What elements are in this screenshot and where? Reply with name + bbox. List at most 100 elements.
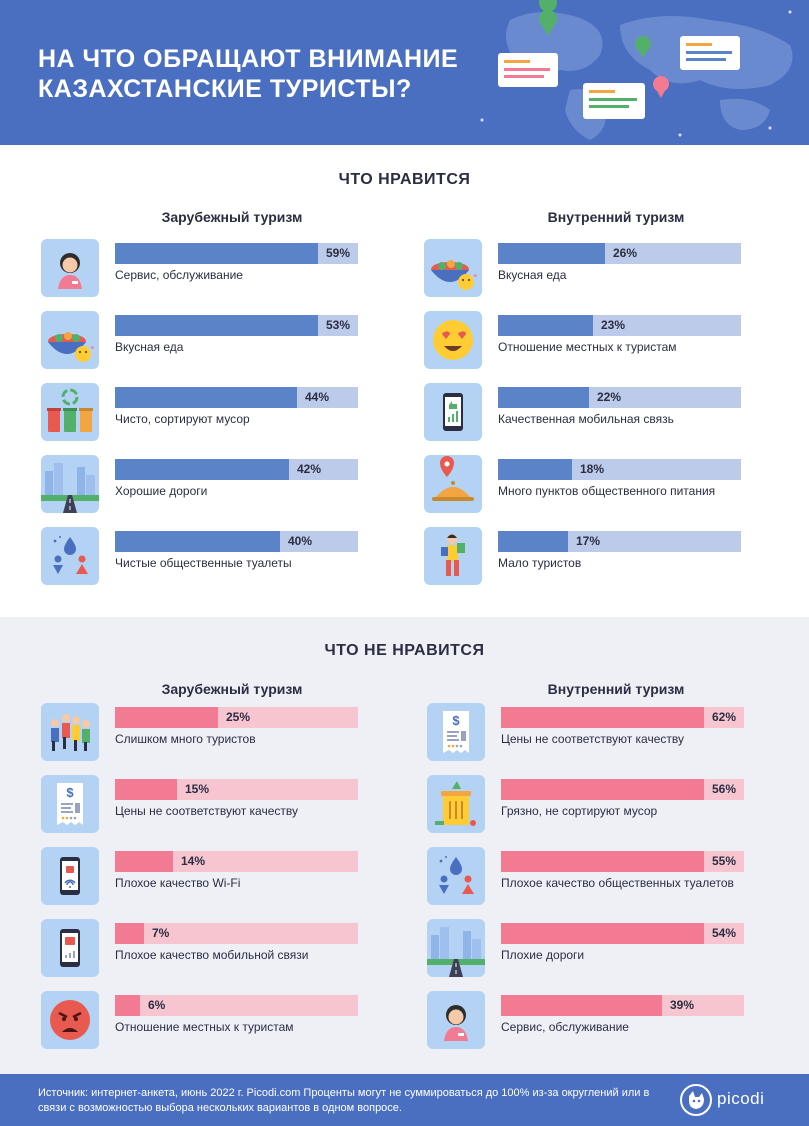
likes-foreign-row: 53% Вкусная еда	[41, 311, 401, 369]
bar-track: 56%	[501, 779, 744, 800]
recycle-bins-icon	[41, 383, 99, 441]
picodi-logo[interactable]: picodi	[680, 1084, 780, 1116]
header-banner: НА ЧТО ОБРАЩАЮТ ВНИМАНИЕ КАЗАХСТАНСКИЕ Т…	[0, 0, 809, 145]
bar-fill	[115, 995, 140, 1016]
dislikes-domestic-row: 55% Плохое качество общественных туалетов	[427, 847, 787, 905]
likes-foreign-row: 40% Чистые общественные туалеты	[41, 527, 401, 585]
likes-domestic-column-title: Внутренний туризм	[547, 209, 685, 225]
dislikes-domestic-column-title: Внутренний туризм	[547, 681, 685, 697]
phone-thumbs-down-icon	[41, 919, 99, 977]
dislikes-foreign-row: 14% Плохое качество Wi-Fi	[41, 847, 401, 905]
bar-percentage: 6%	[148, 998, 166, 1012]
bar-track: 26%	[498, 243, 741, 264]
city-road-icon	[427, 919, 485, 977]
bar-fill	[115, 315, 318, 336]
bar-track: 62%	[501, 707, 744, 728]
likes-domestic-row: 26% Вкусная еда	[424, 239, 784, 297]
footer: Источник: интернет-анкета, июнь 2022 г. …	[0, 1074, 809, 1126]
bar-label: Отношение местных к туристам	[498, 340, 677, 354]
bar-label: Слишком много туристов	[115, 732, 256, 746]
dislikes-domestic-row: 54% Плохие дороги	[427, 919, 787, 977]
angry-face-icon	[41, 991, 99, 1049]
crowd-icon	[41, 703, 99, 761]
bar-label: Плохое качество Wi-Fi	[115, 876, 241, 890]
bar-track: 54%	[501, 923, 744, 944]
bar-percentage: 53%	[326, 318, 351, 332]
logo-text: picodi	[717, 1089, 765, 1108]
bar-percentage: 40%	[288, 534, 313, 548]
dislikes-foreign-row: 25% Слишком много туристов	[41, 703, 401, 761]
food-bowl-icon	[424, 239, 482, 297]
bar-fill	[115, 923, 144, 944]
dislikes-foreign-row: 6% Отношение местных к туристам	[41, 991, 401, 1049]
bar-track: 17%	[498, 531, 741, 552]
likes-foreign-column-title: Зарубежный туризм	[161, 209, 303, 225]
bar-fill	[115, 779, 177, 800]
bar-percentage: 18%	[580, 462, 605, 476]
bar-fill	[501, 779, 704, 800]
bar-label: Отношение местных к туристам	[115, 1020, 294, 1034]
bar-label: Грязно, не сортируют мусор	[501, 804, 658, 818]
bar-fill	[501, 923, 704, 944]
bar-track: 25%	[115, 707, 358, 728]
bar-label: Чистые общественные туалеты	[115, 556, 292, 570]
city-road-icon	[41, 455, 99, 513]
bar-fill	[498, 531, 568, 552]
bar-track: 39%	[501, 995, 744, 1016]
bar-fill	[501, 851, 704, 872]
bar-percentage: 14%	[181, 854, 206, 868]
source-note: Источник: интернет-анкета, июнь 2022 г. …	[38, 1087, 650, 1114]
bar-percentage: 22%	[597, 390, 622, 404]
bar-track: 7%	[115, 923, 358, 944]
dislikes-section-title: ЧТО НЕ НРАВИТСЯ	[324, 642, 485, 659]
dislikes-foreign-column-title: Зарубежный туризм	[161, 681, 303, 697]
bar-percentage: 44%	[305, 390, 330, 404]
bar-fill	[115, 531, 280, 552]
bar-percentage: 56%	[712, 782, 737, 796]
bar-track: 44%	[115, 387, 358, 408]
phone-wifi-icon	[41, 847, 99, 905]
bar-track: 22%	[498, 387, 741, 408]
bar-track: 15%	[115, 779, 358, 800]
bar-label: Сервис, обслуживание	[501, 1020, 629, 1034]
bar-label: Много пунктов общественного питания	[498, 484, 716, 498]
bar-percentage: 54%	[712, 926, 737, 940]
bar-percentage: 17%	[576, 534, 601, 548]
bar-fill	[498, 459, 572, 480]
phone-signal-icon	[424, 383, 482, 441]
food-location-icon	[424, 455, 482, 513]
bar-percentage: 23%	[601, 318, 626, 332]
toilet-icon	[427, 847, 485, 905]
dislikes-section: ЧТО НЕ НРАВИТСЯ Зарубежный туризм Внутре…	[0, 617, 809, 1074]
svg-text:$: $	[452, 713, 460, 728]
food-bowl-icon	[41, 311, 99, 369]
bar-label: Сервис, обслуживание	[115, 268, 243, 282]
bar-percentage: 55%	[712, 854, 737, 868]
dislikes-domestic-row: 39% Сервис, обслуживание	[427, 991, 787, 1049]
bar-fill	[498, 387, 589, 408]
bar-percentage: 62%	[712, 710, 737, 724]
likes-domestic-row: 23% Отношение местных к туристам	[424, 311, 784, 369]
receipt-icon: $	[427, 703, 485, 761]
bar-percentage: 15%	[185, 782, 210, 796]
trash-bin-icon	[427, 775, 485, 833]
bar-percentage: 26%	[613, 246, 638, 260]
bar-track: 14%	[115, 851, 358, 872]
bar-percentage: 59%	[326, 246, 351, 260]
bar-fill	[498, 315, 593, 336]
bar-fill	[498, 243, 605, 264]
bar-fill	[115, 851, 173, 872]
bar-fill	[501, 707, 704, 728]
dislikes-domestic-row: 56% Грязно, не сортируют мусор	[427, 775, 787, 833]
bar-track: 42%	[115, 459, 358, 480]
bar-fill	[115, 707, 218, 728]
bar-fill	[115, 243, 318, 264]
bar-track: 23%	[498, 315, 741, 336]
bar-track: 6%	[115, 995, 358, 1016]
picodi-dog-icon	[680, 1084, 712, 1116]
likes-foreign-row: 44% Чисто, сортируют мусор	[41, 383, 401, 441]
bar-fill	[501, 995, 662, 1016]
likes-domestic-row: 18% Много пунктов общественного питания	[424, 455, 784, 513]
toilet-icon	[41, 527, 99, 585]
tourist-icon	[424, 527, 482, 585]
